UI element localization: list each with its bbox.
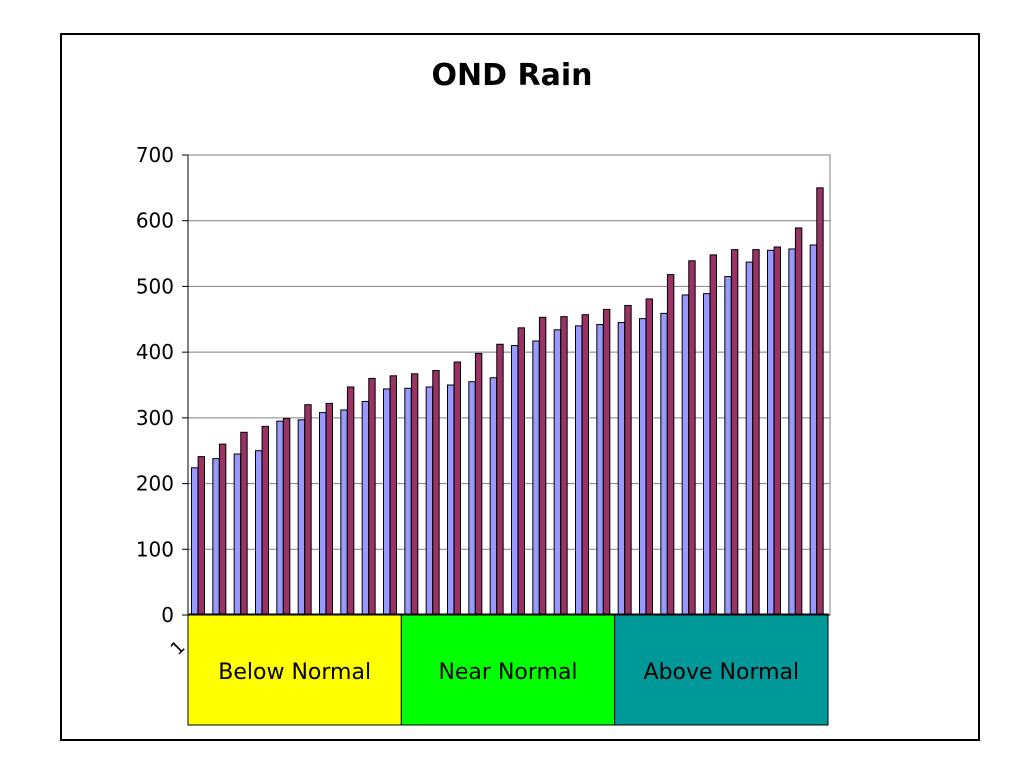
bar-series-1	[383, 388, 391, 616]
category-band	[187, 613, 402, 726]
bar-series-1	[489, 377, 498, 616]
y-tick-label: 600	[136, 209, 174, 233]
bar-series-1	[447, 384, 455, 616]
bar-series-2	[666, 274, 675, 616]
bar-series-2	[730, 249, 739, 616]
bar-series-2	[346, 386, 355, 616]
bar-series-1	[233, 453, 242, 616]
bar-series-1	[660, 312, 668, 616]
bar-series-2	[645, 298, 653, 616]
bar-series-2	[816, 187, 824, 616]
y-tick-label: 400	[136, 340, 174, 364]
bar-series-1	[191, 467, 199, 616]
bar-series-1	[703, 293, 711, 616]
bar-series-2	[496, 343, 504, 616]
bar-series-1	[468, 381, 476, 616]
bar-series-2	[560, 316, 568, 616]
bar-series-1	[617, 322, 626, 616]
y-tick-label: 200	[136, 472, 174, 496]
y-tick-label: 100	[136, 537, 174, 561]
bar-series-2	[325, 402, 334, 616]
bar-series-1	[553, 329, 562, 616]
bar-series-2	[474, 352, 483, 616]
bar-series-1	[639, 318, 647, 616]
bar-series-2	[368, 377, 376, 616]
x-tick-label: 1	[167, 637, 190, 660]
bar-series-2	[773, 246, 781, 616]
band-label: Above Normal	[644, 660, 800, 685]
bar-series-1	[767, 249, 775, 616]
y-tick-label: 300	[136, 406, 174, 430]
bar-series-1	[276, 420, 284, 616]
bar-series-2	[517, 327, 525, 616]
bar-series-2	[624, 304, 632, 616]
bar-series-2	[432, 370, 440, 616]
bar-series-2	[688, 260, 696, 616]
bar-series-1	[404, 387, 412, 616]
bar-series-1	[361, 400, 370, 616]
y-tick-label: 700	[136, 143, 174, 167]
bar-series-2	[304, 404, 312, 616]
bar-series-2	[261, 425, 270, 616]
bar-series-2	[410, 373, 419, 616]
bar-series-2	[240, 431, 248, 616]
chart-title: OND Rain	[431, 58, 593, 93]
bar-series-2	[453, 361, 462, 616]
bar-series-2	[282, 418, 291, 616]
bar-series-1	[340, 409, 348, 616]
bar-series-1	[212, 458, 220, 616]
y-tick-label: 500	[136, 274, 174, 298]
bar-series-2	[538, 316, 547, 616]
bar-series-2	[218, 443, 227, 616]
bar-series-2	[709, 254, 717, 616]
bar-series-1	[575, 325, 583, 616]
y-tick-label: 0	[161, 603, 174, 627]
bar-series-1	[532, 340, 540, 616]
band-label: Near Normal	[438, 660, 577, 685]
category-band	[614, 613, 829, 726]
bar-series-2	[197, 456, 206, 616]
bar-series-2	[752, 249, 760, 616]
bar-series-2	[794, 227, 803, 616]
bar-series-2	[602, 308, 611, 616]
bar-series-1	[511, 345, 519, 616]
category-band	[400, 613, 616, 726]
bar-series-1	[297, 419, 306, 616]
bar-series-1	[681, 294, 690, 616]
band-label: Below Normal	[218, 660, 371, 685]
bar-series-2	[581, 314, 589, 616]
bar-series-1	[425, 386, 434, 616]
bar-series-1	[745, 261, 754, 616]
bar-series-1	[724, 276, 732, 616]
bar-series-1	[319, 412, 327, 616]
bar-series-1	[788, 248, 796, 616]
bar-series-1	[809, 244, 818, 616]
bar-series-1	[255, 450, 263, 616]
bar-series-1	[596, 324, 604, 616]
bar-series-2	[389, 375, 398, 616]
